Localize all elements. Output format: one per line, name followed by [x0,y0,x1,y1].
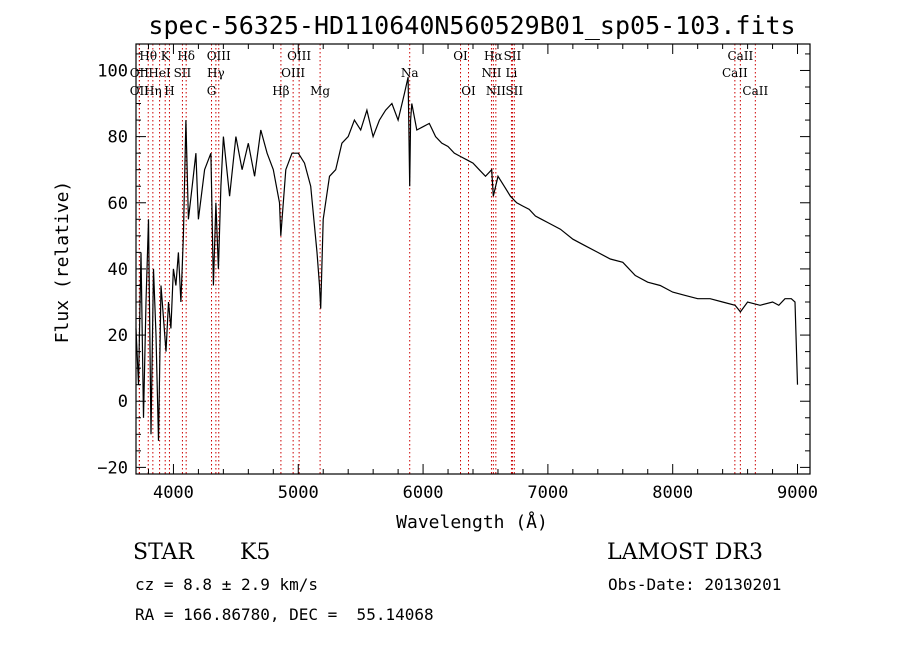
y-axis-label: Flux (relative) [52,181,73,344]
spectral-line-label: Hα [484,49,503,63]
spectral-line-label: OIII [287,49,311,63]
spectral-line-label: Hδ [177,49,195,63]
spectral-line-markers [138,44,756,474]
y-tick-label: 40 [108,260,128,280]
spectral-line-label: OI [453,49,468,63]
spectral-line-label: OIII [281,66,305,80]
spectral-line-label: Hβ [272,84,289,98]
spectral-line-label: H [164,84,174,98]
flux-series-line [135,76,799,441]
y-tick-label: 80 [108,128,128,148]
spectral-line-label: OII [130,66,150,80]
spectral-line-label: CaII [742,84,768,98]
x-tick-label: 6000 [403,483,444,503]
x-tick-label: 4000 [153,483,194,503]
x-tick-label: 7000 [527,483,568,503]
spectral-line-label: SII [174,66,192,80]
plot-frame [135,43,811,475]
y-tick-label: 20 [108,326,128,346]
spectral-line-label: Na [401,66,419,80]
x-axis-ticks: 4000 5000 6000 7000 8000 9000 [147,44,818,503]
y-tick-label: −20 [97,458,128,478]
spectral-line-label: OII [130,84,150,98]
observation-date: Obs-Date: 20130201 [608,575,782,594]
survey-name: LAMOST DR3 [607,540,763,565]
spectral-line-label: Hη [144,84,162,98]
spectral-line-label: NII [486,84,506,98]
spectral-line-label: CaII [722,66,748,80]
spectral-line-label: G [207,84,217,98]
spectral-line-label: SII [504,49,522,63]
spectral-line-label: SII [505,84,523,98]
object-type: STAR [133,540,194,565]
spectral-line-label: Mg [310,84,330,98]
spectral-line-label: HeI [148,66,171,80]
spectral-line-label: OI [461,84,476,98]
spectral-line-label: OIII [207,49,231,63]
x-axis-label: Wavelength (Å) [396,511,548,533]
spectral-line-label: NII [481,66,501,80]
spectral-subclass: K5 [240,540,271,565]
y-tick-label: 100 [97,61,128,81]
x-tick-label: 8000 [652,483,693,503]
spectral-line-label: Hθ [139,49,157,63]
spectral-line-label: Li [506,66,518,80]
y-axis-ticks: −20 0 20 40 60 80 100 [97,53,810,478]
chart-title: spec-56325-HD110640N560529B01_sp05-103.f… [148,11,795,40]
coordinates: RA = 166.86780, DEC = 55.14068 [135,605,434,624]
y-tick-label: 0 [118,392,128,412]
spectral-line-label: K [161,49,171,63]
x-tick-label: 5000 [278,483,319,503]
redshift-velocity: cz = 8.8 ± 2.9 km/s [135,575,319,594]
spectral-line-label: CaII [727,49,753,63]
spectral-line-label: Hγ [207,66,225,80]
y-tick-label: 60 [108,194,128,214]
x-tick-label: 9000 [777,483,818,503]
